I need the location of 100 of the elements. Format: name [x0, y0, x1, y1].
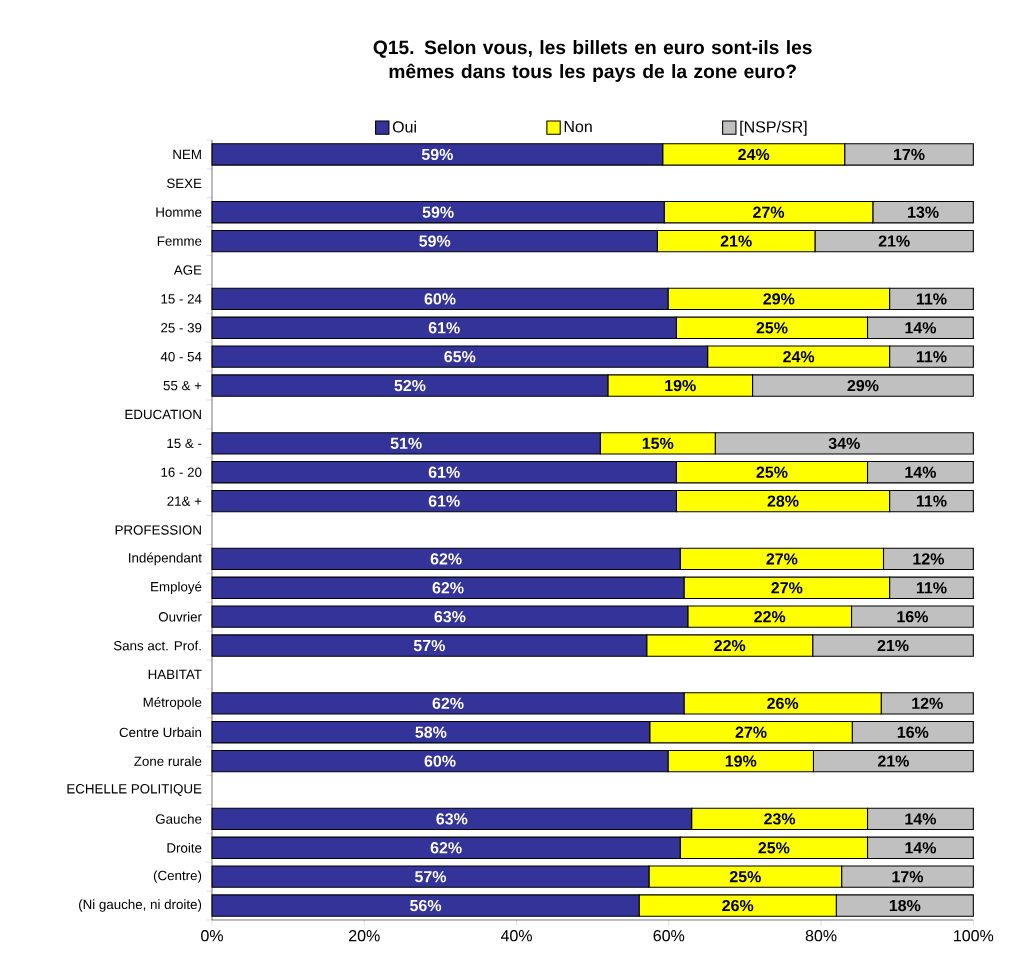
y-tick-label: 55 & +	[163, 380, 202, 391]
data-label: 26%	[767, 697, 799, 709]
data-label: 34%	[828, 437, 860, 449]
data-label: 11%	[916, 582, 947, 594]
data-label: 17%	[892, 871, 924, 883]
x-tick-label: 80%	[805, 930, 837, 942]
data-label: 27%	[766, 553, 798, 565]
y-tick-label: Zone rurale	[134, 756, 202, 766]
y-tick-label: Indépendant	[129, 552, 202, 566]
y-tick-label: 15 - 24	[161, 294, 202, 304]
data-label: 11%	[916, 495, 947, 507]
data-label: 61%	[428, 466, 460, 478]
legend-label: Non	[564, 121, 592, 133]
y-tick-label: (Ni gauche, ni droite)	[79, 899, 202, 912]
x-tick-label: 20%	[349, 930, 380, 942]
y-tick-label: EDUCATION	[125, 409, 201, 420]
data-label: 65%	[444, 350, 476, 363]
x-tick-label: 40%	[500, 930, 532, 942]
data-label: 21%	[877, 755, 909, 767]
data-label: 25%	[729, 870, 761, 883]
data-label: 11%	[916, 351, 947, 363]
y-tick-label: PROFESSION	[115, 525, 201, 535]
data-label: 22%	[714, 639, 746, 652]
data-label: 14%	[905, 322, 937, 334]
data-label: 24%	[738, 148, 770, 161]
y-tick-label: Employé	[151, 581, 202, 595]
data-label: 57%	[413, 639, 445, 652]
y-tick-label: 25 - 39	[161, 323, 202, 333]
data-label: 21%	[720, 235, 752, 247]
data-label: 62%	[430, 553, 462, 565]
data-label: 29%	[763, 293, 795, 305]
data-label: 59%	[422, 206, 454, 218]
y-tick-label: Centre Urbain	[119, 727, 202, 738]
data-label: 62%	[432, 582, 464, 594]
data-label: 21%	[878, 235, 910, 247]
x-tick-label: 100%	[954, 930, 994, 942]
data-label: 21%	[877, 639, 909, 652]
y-tick-label: HABITAT	[148, 669, 202, 680]
data-label: 22%	[754, 611, 786, 623]
data-label: 59%	[421, 148, 453, 161]
data-label: 11%	[916, 293, 947, 305]
data-label: 63%	[436, 813, 468, 825]
y-tick-label: 40 - 54	[160, 351, 202, 362]
y-tick-label: Homme	[156, 207, 202, 217]
data-label: 19%	[725, 755, 757, 767]
data-label: 29%	[847, 379, 879, 392]
data-label: 63%	[434, 610, 466, 623]
y-tick-label: Ouvrier	[158, 611, 202, 622]
data-label: 51%	[390, 437, 422, 449]
y-tick-label: 21& +	[167, 496, 202, 506]
data-label: 59%	[419, 235, 451, 247]
data-label: 12%	[913, 553, 944, 565]
y-tick-label: ECHELLE POLITIQUE	[67, 784, 202, 796]
data-label: 61%	[428, 322, 460, 334]
data-label: 17%	[894, 148, 925, 161]
data-label: 14%	[905, 842, 937, 854]
y-tick-label: Gauche	[155, 813, 202, 824]
data-label: 25%	[756, 466, 788, 478]
data-label: 14%	[905, 466, 937, 478]
data-label: 62%	[432, 697, 464, 709]
data-label: 58%	[415, 726, 447, 738]
data-label: 23%	[764, 813, 796, 825]
data-label: 16%	[897, 610, 929, 623]
y-tick-label: NEM	[173, 149, 201, 160]
data-label: 18%	[889, 899, 921, 912]
data-label: 25%	[756, 322, 788, 334]
x-tick-label: 0%	[201, 930, 223, 942]
data-label: 57%	[415, 871, 447, 883]
data-label: 60%	[424, 755, 456, 767]
data-label: 24%	[783, 351, 815, 363]
legend-label: Oui	[392, 120, 416, 133]
y-tick-label: Sans act. Prof.	[113, 640, 201, 651]
data-label: 12%	[912, 697, 943, 709]
data-label: 27%	[771, 582, 803, 594]
data-label: 19%	[665, 379, 696, 392]
data-label: 25%	[758, 842, 790, 854]
data-label: 27%	[735, 726, 767, 738]
data-label: 52%	[394, 379, 426, 392]
y-tick-label: Métropole	[143, 697, 202, 710]
data-label: 16%	[897, 726, 929, 738]
y-tick-label: AGE	[173, 265, 202, 275]
y-tick-label: 15 & -	[167, 438, 202, 448]
y-tick-label: Droite	[167, 842, 202, 853]
data-label: 62%	[430, 842, 462, 854]
data-label: 27%	[753, 206, 785, 218]
data-label: 60%	[424, 293, 456, 305]
x-tick-label: 60%	[653, 930, 685, 942]
legend-label: [NSP/SR]	[740, 120, 807, 136]
data-label: 13%	[908, 206, 939, 218]
y-tick-label: Femme	[157, 236, 202, 246]
data-label: 28%	[767, 495, 799, 507]
chart-title: Q15. Selon vous, les billets en euro sont-ils les mêmes dans tous les pays de la zone euro?	[373, 40, 812, 82]
data-label: 56%	[410, 899, 442, 912]
data-label: 26%	[722, 899, 754, 912]
data-label: 15%	[642, 437, 674, 449]
data-label: 61%	[428, 495, 460, 507]
y-tick-label: SEXE	[166, 178, 202, 189]
y-tick-label: 16 - 20	[161, 467, 202, 477]
y-tick-label: (Centre)	[153, 870, 202, 883]
data-label: 14%	[905, 813, 937, 825]
